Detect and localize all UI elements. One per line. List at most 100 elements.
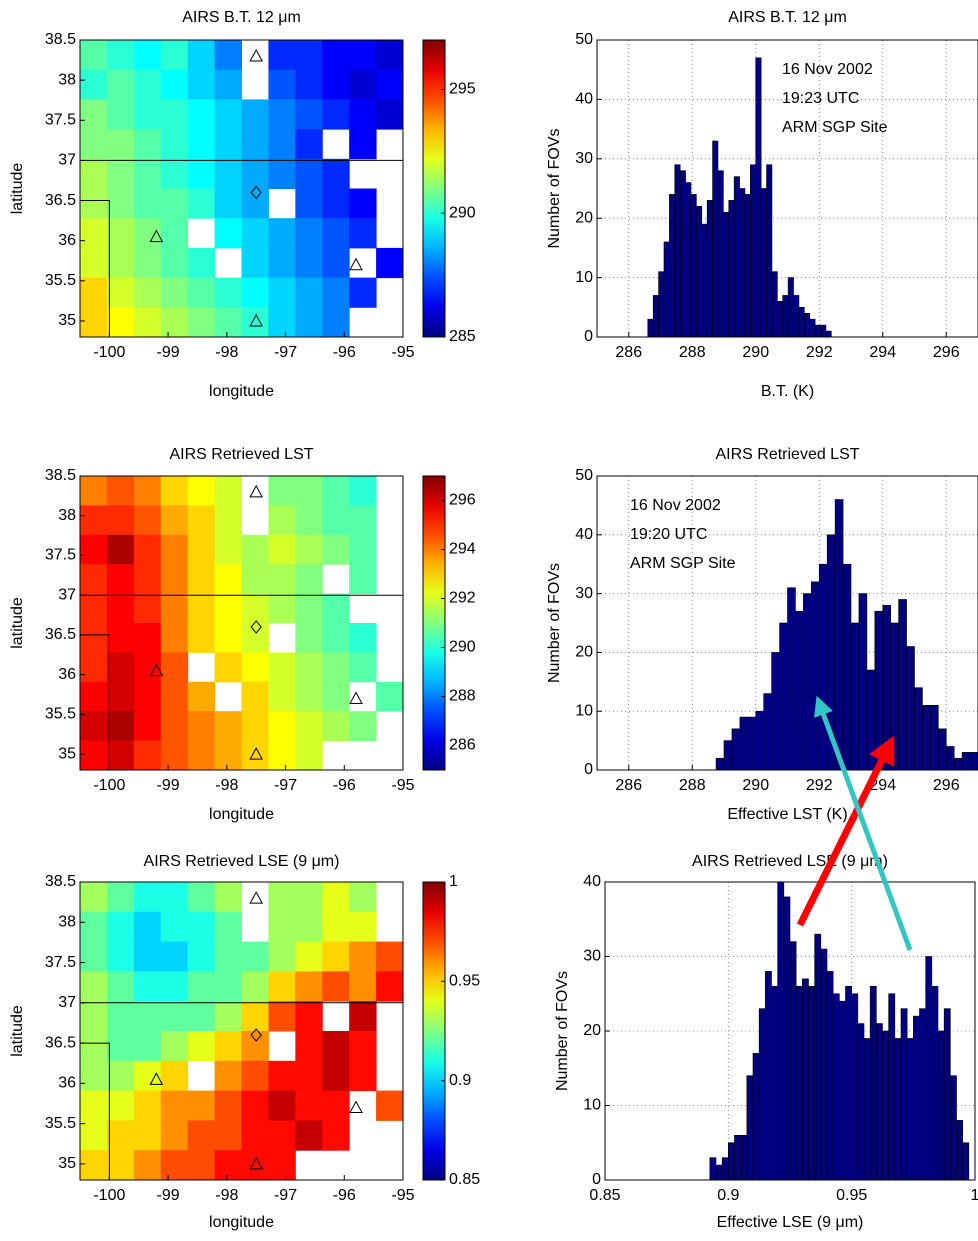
x-tick-label: 0.85 [589, 1187, 620, 1204]
histogram-bar [758, 1008, 766, 1181]
heat-cell [106, 971, 135, 1002]
heat-cell [80, 564, 108, 595]
histogram-bar [913, 1015, 920, 1181]
heat-cell [349, 476, 377, 506]
heat-cell [80, 188, 108, 219]
x-tick-label: -99 [157, 1187, 180, 1204]
histogram-bar [874, 610, 884, 771]
heat-cell [349, 652, 377, 683]
heat-cell [160, 564, 189, 595]
heat-cell [295, 681, 323, 712]
heat-cell [322, 158, 350, 189]
histogram-bar [943, 1008, 951, 1181]
heat-cell [268, 40, 296, 71]
heat-cell [160, 247, 189, 279]
heat-cell [133, 307, 162, 338]
y-axis-label: latitude [9, 1005, 26, 1057]
x-axis-label: longitude [209, 806, 274, 823]
x-tick-label: -96 [333, 777, 356, 794]
x-tick-label: 294 [869, 777, 896, 794]
heat-cell [187, 158, 216, 189]
heat-cell [80, 1150, 108, 1181]
heat-cell [133, 247, 162, 279]
x-tick-label: 0.95 [836, 1187, 867, 1204]
heat-cell [241, 247, 269, 279]
x-tick-label: -98 [215, 777, 238, 794]
heat-cell [106, 882, 135, 913]
y-tick-label: 36 [58, 666, 76, 683]
heat-cell [187, 129, 216, 160]
heat-cell [268, 218, 296, 249]
axes-frame [79, 475, 404, 771]
colorbar-tick-label: 292 [449, 590, 476, 607]
heat-cell [295, 69, 323, 100]
heat-cell [241, 534, 269, 565]
heat-cell [295, 564, 323, 595]
histogram-bar [787, 587, 796, 771]
heat-cell [133, 623, 162, 653]
heat-cell [241, 971, 269, 1002]
heat-cell [241, 652, 269, 683]
heat-cell [268, 1060, 296, 1092]
heat-cell [160, 1090, 189, 1121]
heat-cell [241, 593, 269, 624]
annotation: 19:23 UTC [782, 90, 859, 107]
heat-cell [241, 740, 269, 771]
annotation: ARM SGP Site [782, 119, 888, 136]
histogram-bar [900, 1008, 908, 1181]
histogram-bar [845, 985, 852, 1181]
heat-cell [160, 534, 189, 565]
heat-cell [187, 1150, 216, 1181]
y-tick-label: 37 [58, 994, 76, 1011]
heat-cell [214, 564, 242, 595]
heat-cell [80, 623, 108, 653]
heat-cell [187, 1090, 216, 1121]
y-tick-label: 50 [575, 467, 593, 484]
heat-cell [106, 1031, 135, 1062]
histogram-bar [706, 200, 713, 338]
histogram-bar [825, 330, 832, 338]
heat-cell [268, 247, 296, 279]
histogram-bar [777, 301, 784, 338]
site-marker [249, 313, 264, 327]
heat-cell [187, 69, 216, 100]
x-tick-label: -95 [391, 1187, 414, 1204]
heat-cell [241, 129, 269, 160]
heat-cell [133, 971, 162, 1002]
histogram-bar [898, 599, 907, 771]
heat-cell [80, 1120, 108, 1151]
histogram-bar [798, 306, 805, 338]
x-tick-label: 294 [869, 344, 896, 361]
heat-cell [187, 711, 216, 742]
heat-cell [268, 1120, 296, 1151]
heat-cell [160, 218, 189, 249]
histogram-bar [866, 669, 876, 771]
y-tick-label: 10 [583, 1097, 601, 1114]
heat-cell [295, 971, 323, 1002]
heat-cell [295, 158, 323, 189]
y-axis-label: latitude [9, 163, 26, 215]
heat-cell [349, 971, 377, 1002]
x-tick-label: -99 [157, 344, 180, 361]
y-tick-label: 35.5 [45, 706, 76, 723]
heat-cell [133, 740, 162, 771]
heat-cell [214, 1120, 242, 1151]
heat-cell [322, 1090, 350, 1121]
histogram-bar [850, 622, 860, 771]
histogram-bar [956, 1120, 963, 1181]
heat-cell [160, 941, 189, 972]
heat-cell [133, 711, 162, 742]
heat-cell [295, 740, 323, 771]
heat-cell [322, 476, 350, 506]
y-tick-label: 0 [592, 1171, 601, 1188]
histogram-bar [894, 1038, 902, 1181]
annotation-arrow [796, 735, 895, 927]
histogram-bar [747, 716, 757, 771]
heat-cell [187, 564, 216, 595]
heat-cell [106, 69, 135, 100]
chart-title: AIRS B.T. 12 μm [182, 9, 301, 26]
heat-cell [133, 534, 162, 565]
colorbar-tick-label: 0.85 [449, 1171, 480, 1188]
histogram-bar [888, 993, 896, 1181]
histogram-bar [961, 752, 971, 771]
